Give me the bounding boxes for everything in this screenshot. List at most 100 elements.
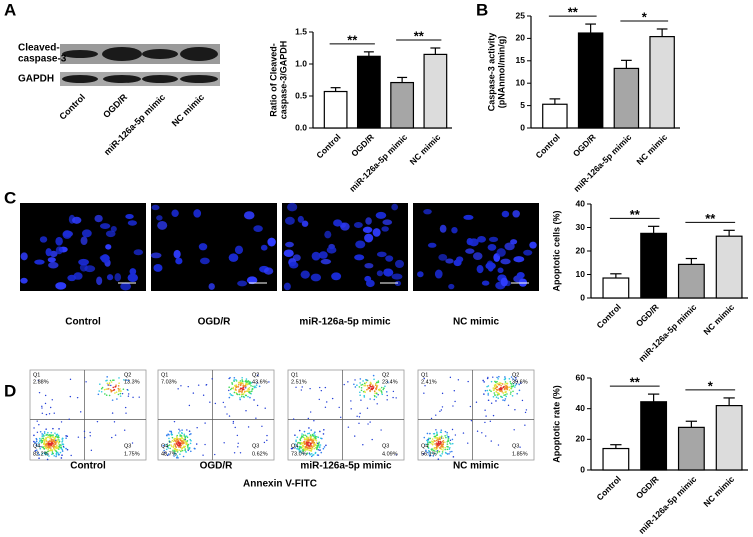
flow-event [49,447,52,449]
flow-event [516,380,518,383]
flow-event [481,432,483,434]
flow-event [353,383,355,386]
flow-event [112,386,115,389]
flow-event [448,448,451,450]
flow-event [509,393,512,395]
flow-event [44,402,47,405]
y-tick-label: 20 [576,434,586,444]
flow-event [513,429,515,431]
flow-event [358,422,360,425]
flow-event [317,444,320,447]
flow-event [231,382,233,384]
nucleus [486,260,494,270]
flow-event [170,441,172,443]
significance-label: * [708,378,714,393]
flow-event [104,393,106,395]
nucleus [55,282,67,290]
bar [602,447,630,471]
flow-event [431,443,434,446]
x-tick-label: NC mimic [408,132,443,167]
flow-event [117,385,120,387]
blot-row-label: caspase-3 [18,54,67,65]
nucleus [151,204,160,211]
flow-event [442,446,445,449]
flow-event [178,449,181,451]
flow-event [496,394,499,396]
flow-event [497,378,499,380]
flow-event [83,430,86,432]
flow-event [441,440,444,443]
flow-event [365,381,368,384]
flow-event [40,446,42,448]
flow-event [314,437,317,440]
flow-event [184,440,186,443]
flow-event [187,446,189,448]
nucleus [320,258,332,265]
x-tick-label: Control [314,132,342,160]
flow-event [66,435,69,438]
flow-event [70,454,72,457]
flow-event [496,376,498,379]
flow-event [433,432,436,435]
flow-event [373,390,376,392]
flow-event [496,380,498,383]
flow-event [430,417,433,420]
flow-event [305,443,307,445]
flow-event [50,440,52,442]
flow-event [38,457,40,459]
flow-event [43,440,46,442]
quadrant-name: Q2 [252,372,259,378]
flow-event [441,392,444,395]
flow-event [444,446,447,449]
nucleus [353,221,363,228]
flow-event [436,434,439,436]
y-tick-label: 15 [516,55,526,65]
flow-event [268,381,270,383]
flow-event [171,445,173,448]
flow-event [297,446,299,448]
flow-event [240,393,243,396]
flow-event [173,443,176,445]
nucleus [355,240,366,249]
flow-event [175,448,178,451]
flow-event [243,391,246,394]
flow-event [366,388,368,391]
flow-event [449,446,451,449]
flow-event [314,434,316,436]
flow-event [177,441,179,444]
flow-event [33,440,35,443]
flow-event [307,447,309,449]
flow-event [57,441,59,443]
flow-event [364,384,367,387]
nucleus [267,237,276,247]
flow-event [175,446,178,449]
flow-event [45,439,47,441]
flow-event [290,447,293,450]
flow-event [298,450,301,453]
flow-event [55,449,57,452]
nucleus [157,220,168,230]
flow-event [247,426,250,428]
micrograph-background [20,203,146,291]
flow-event [354,386,357,388]
flow-event [230,394,233,396]
flow-event [469,405,472,408]
flow-event [457,379,460,381]
nucleus [300,270,310,279]
flow-event [433,447,435,450]
flow-event [425,449,427,452]
flow-event [322,447,325,450]
nucleus [283,249,294,257]
flow-event [175,456,178,459]
flow-event [204,422,206,424]
flow-event [127,393,130,395]
flow-event [444,435,446,437]
flow-event [425,451,427,453]
flow-event [374,392,376,395]
flow-event [512,382,515,385]
nucleus [500,277,508,287]
flow-event [48,413,51,415]
flow-event [202,394,205,396]
flow-event [307,432,309,435]
flow-event [256,374,259,377]
